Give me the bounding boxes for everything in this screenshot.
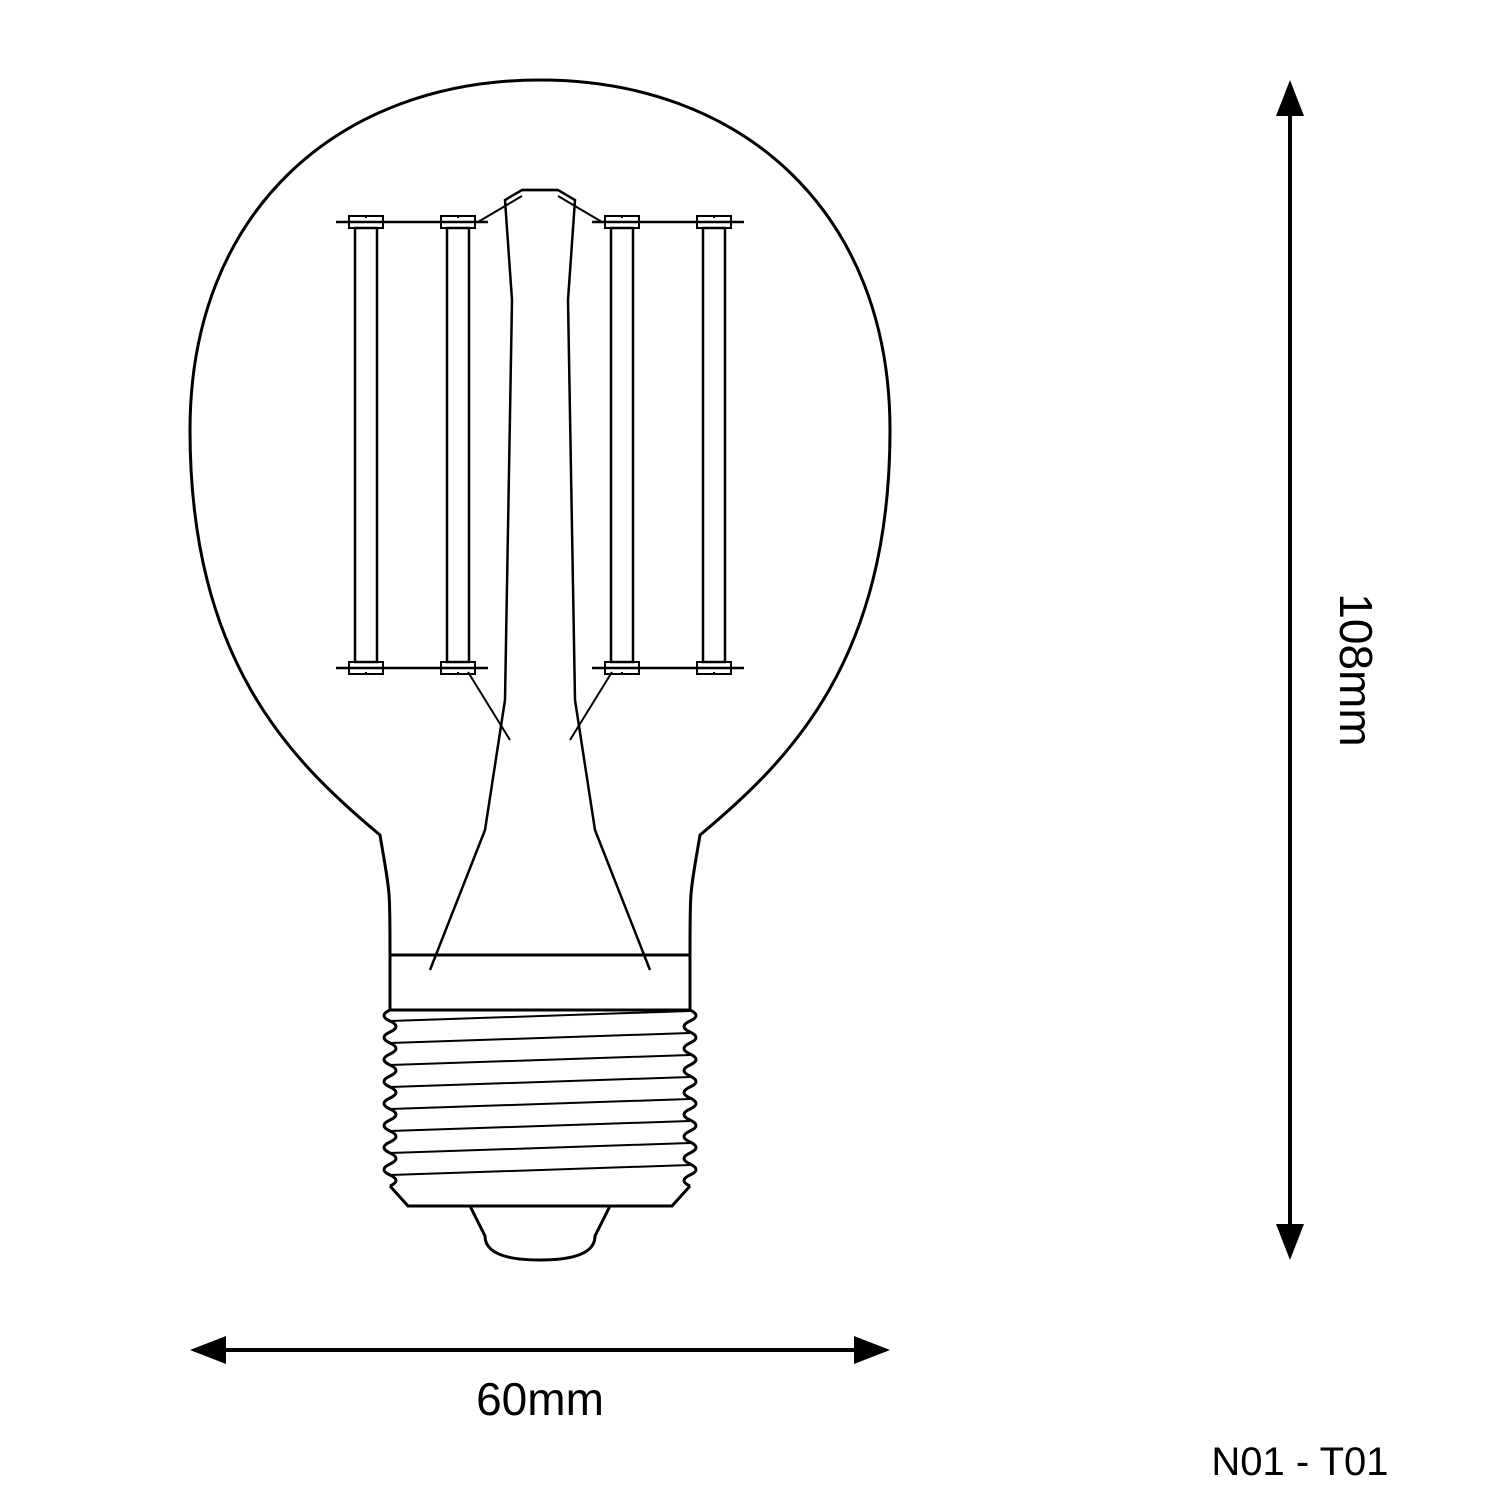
bulb-glass-outline xyxy=(190,80,890,955)
internal-stem xyxy=(430,190,650,970)
bulb-technical-drawing: 60mm 108mm N01 - T01 xyxy=(0,0,1500,1500)
dimension-width-label: 60mm xyxy=(476,1373,604,1425)
screw-thread-left xyxy=(384,1010,396,1186)
bulb-collar xyxy=(390,955,690,1010)
support-wire xyxy=(558,196,602,222)
screw-thread-line xyxy=(390,1011,690,1021)
dimension-arrowhead xyxy=(1276,80,1304,116)
dimension-height-label: 108mm xyxy=(1330,593,1382,746)
screw-thread-line xyxy=(390,1077,690,1087)
filament-rod xyxy=(355,228,377,662)
support-wire xyxy=(478,196,522,222)
dimension-arrowhead xyxy=(190,1336,226,1364)
screw-thread-line xyxy=(390,1055,690,1065)
filament-rod xyxy=(703,228,725,662)
screw-thread-line xyxy=(390,1121,690,1131)
screw-thread-line xyxy=(390,1099,690,1109)
screw-thread-line xyxy=(390,1165,690,1175)
screw-lower-ring xyxy=(390,1186,690,1206)
dimension-arrowhead xyxy=(1276,1224,1304,1260)
screw-contact-tip xyxy=(470,1206,610,1260)
screw-thread-line xyxy=(390,1143,690,1153)
dimension-arrowhead xyxy=(854,1336,890,1364)
screw-thread-line xyxy=(390,1033,690,1043)
part-code-label: N01 - T01 xyxy=(1211,1440,1388,1484)
screw-thread-right xyxy=(684,1010,696,1186)
filament-rod xyxy=(611,228,633,662)
filament-rod xyxy=(447,228,469,662)
